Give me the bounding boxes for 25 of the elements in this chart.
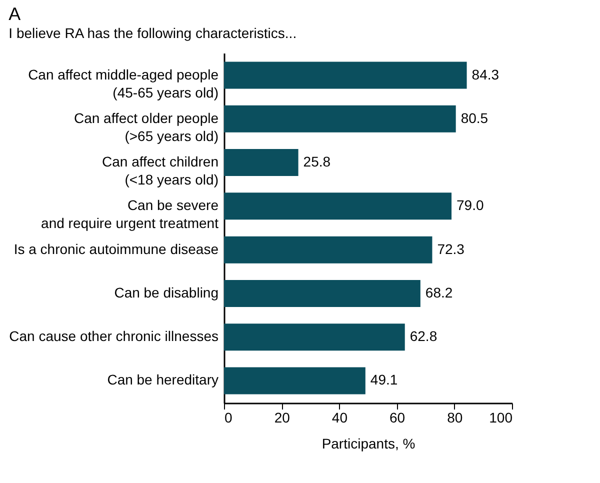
y-tick-label: Can be disabling [114,284,218,300]
y-tick-label: Can affect middle-aged people (45-65 years old) [28,66,219,100]
chart-subtitle: I believe RA has the following characteristics... [8,25,297,41]
data-label: 79.0 [456,197,484,214]
data-label: 72.3 [437,240,465,257]
x-tick-label: 40 [332,410,348,426]
data-label: 25.8 [303,154,331,170]
data-label: 80.5 [460,110,488,126]
x-tick-label: 100 [489,410,513,426]
x-tick-label: 60 [390,410,406,426]
text: A [8,4,21,24]
y-tick-label: Is a chronic autoimmune disease [14,240,219,257]
x-tick-label: 0 [224,410,232,426]
y-tick-label: Can be hereditary [107,372,218,388]
data-label: 84.3 [472,66,500,82]
y-tick-label: Can cause other chronic illnesses [9,328,218,344]
y-tick-label: Can affect older people (>65 years old) [74,110,219,144]
x-axis-title: Participants, % [322,436,416,452]
y-tick-label: Can be severe and require urgent treatment [41,197,219,232]
y-tick-label: Can affect children (<18 years old) [102,154,218,188]
data-label: 49.1 [370,372,398,388]
x-tick-label: 20 [274,410,290,426]
data-label: 62.8 [410,328,438,344]
data-label: 68.2 [425,284,453,300]
x-tick-label: 80 [447,410,463,426]
